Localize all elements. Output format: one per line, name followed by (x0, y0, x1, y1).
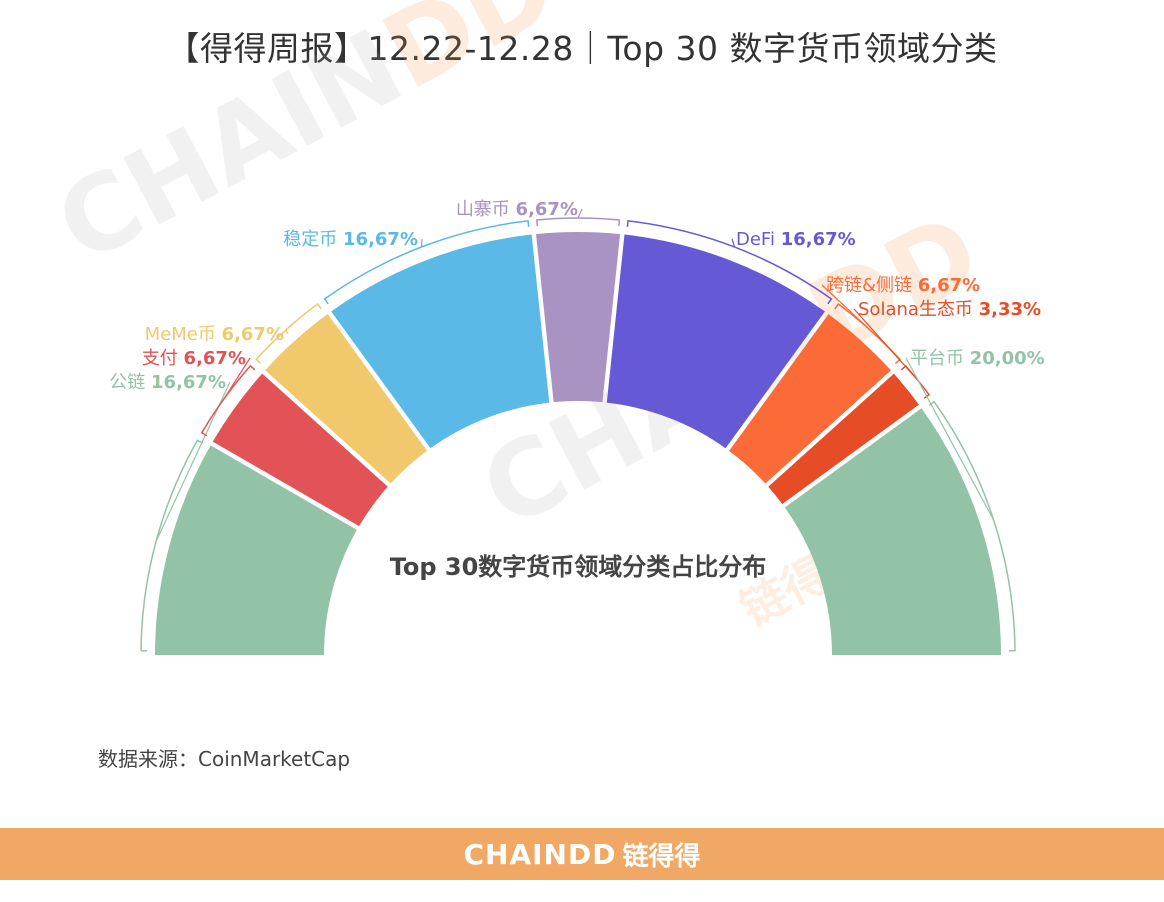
slice-8 (784, 408, 1001, 655)
slice-label-value: 20,00% (970, 348, 1045, 369)
slice-label-6: 跨链&侧链 6,67% (826, 275, 980, 296)
leader-bracket-3 (323, 220, 530, 305)
slice-2 (265, 314, 427, 484)
slice-1 (212, 373, 388, 527)
leader-line-4 (577, 208, 583, 219)
slice-4 (536, 232, 621, 403)
slice-label-name: 平台币 (910, 348, 970, 369)
slice-6 (729, 314, 891, 484)
slice-label-value: 6,67% (918, 275, 980, 296)
leader-line-8 (905, 357, 995, 521)
slice-label-2: MeMe币 6,67% (145, 324, 284, 345)
source-note: 数据来源：CoinMarketCap (98, 747, 351, 771)
leader-bracket-5 (626, 220, 833, 305)
slice-label-5: DeFi 16,67% (736, 229, 856, 250)
slice-label-name: 公链 (109, 372, 151, 393)
footer-bar: CHAINDD 链得得 (0, 828, 1164, 880)
slice-label-value: 16,67% (343, 229, 418, 250)
slice-0 (155, 445, 357, 655)
slice-7 (768, 373, 919, 504)
leader-bracket-8 (928, 400, 1016, 652)
slice-label-name: MeMe币 (145, 324, 222, 345)
leader-line-1 (223, 357, 251, 399)
slice-3 (331, 234, 550, 449)
slice-label-0: 公链 16,67% (109, 372, 226, 393)
center-label: Top 30数字货币领域分类占比分布 (390, 553, 767, 581)
slice-label-value: 3,33% (979, 299, 1041, 320)
slice-label-name: 稳定币 (283, 229, 343, 250)
leader-bracket-1 (200, 364, 256, 437)
footer-brand-cn: 链得得 (622, 841, 701, 872)
slice-label-8: 平台币 20,00% (910, 348, 1045, 369)
leader-line-3 (420, 238, 423, 248)
slice-label-value: 16,67% (151, 372, 226, 393)
leader-line-7 (853, 308, 919, 381)
slice-label-name: Solana生态币 (858, 299, 979, 320)
slice-label-name: 山寨币 (456, 199, 516, 220)
slice-label-1: 支付 6,67% (142, 348, 246, 369)
slice-5 (606, 234, 825, 449)
slice-label-3: 稳定币 16,67% (283, 229, 418, 250)
slice-label-name: DeFi (736, 229, 781, 250)
leader-line-5 (731, 238, 736, 248)
slice-label-name: 跨链&侧链 (826, 275, 918, 296)
slice-label-value: 6,67% (222, 324, 284, 345)
footer-brand-logo: CHAINDD (463, 837, 617, 871)
leader-line-2 (285, 329, 289, 335)
page-title: 【得得周报】12.22-12.28｜Top 30 数字货币领域分类 (166, 29, 998, 68)
slice-label-name: 支付 (142, 348, 184, 369)
slice-label-4: 山寨币 6,67% (456, 199, 578, 220)
slice-label-value: 6,67% (516, 199, 578, 220)
leader-bracket-4 (535, 217, 621, 227)
leader-line-6 (821, 284, 871, 331)
slice-label-value: 6,67% (184, 348, 246, 369)
slice-label-7: Solana生态币 3,33% (858, 299, 1041, 320)
slice-label-value: 16,67% (781, 229, 856, 250)
